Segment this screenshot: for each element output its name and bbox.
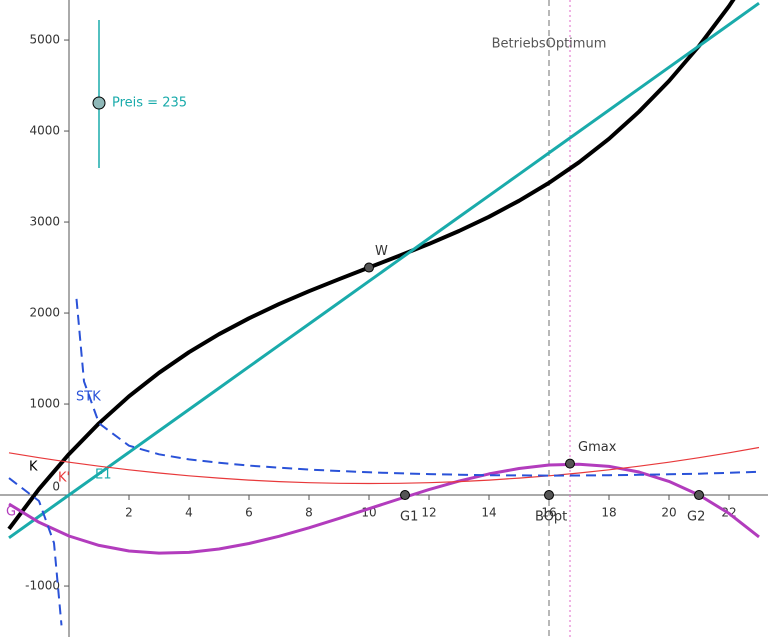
curve-label: K'	[58, 471, 70, 486]
point-label: BOpt	[535, 510, 567, 525]
x-tick-label: 12	[421, 506, 436, 520]
x-tick-label: 8	[305, 506, 313, 520]
curve	[8, 298, 760, 626]
curve-label: G	[6, 505, 16, 520]
y-tick-label: 4000	[29, 124, 60, 138]
y-tick-label: 3000	[29, 215, 60, 229]
y-tick-label: 0	[52, 480, 60, 494]
point	[544, 490, 554, 501]
point	[400, 490, 410, 501]
slider-handle[interactable]	[92, 96, 106, 110]
curve-label: STK	[76, 390, 101, 405]
x-tick-label: 18	[601, 506, 616, 520]
slider-label: Preis = 235	[112, 96, 187, 111]
point	[565, 458, 575, 469]
point	[364, 262, 374, 273]
curve-label: E1	[95, 468, 112, 483]
y-tick-label: 5000	[29, 33, 60, 47]
y-tick-label: 2000	[29, 306, 60, 320]
x-tick-label: 4	[185, 506, 193, 520]
curve-label: K	[29, 460, 38, 475]
point-label: G2	[687, 510, 705, 525]
curve	[8, 462, 760, 555]
point-label: G1	[400, 510, 418, 525]
point-label: Gmax	[578, 440, 617, 455]
x-tick-label: 6	[245, 506, 253, 520]
x-tick-label: 20	[661, 506, 676, 520]
curve	[8, 446, 760, 485]
curve	[8, 1, 760, 540]
x-tick-label: 2	[125, 506, 133, 520]
slider[interactable]: Preis = 235	[92, 20, 187, 168]
y-tick-label: 1000	[29, 397, 60, 411]
annotation: BetriebsOptimum	[492, 37, 607, 52]
point	[694, 490, 704, 501]
point-label: W	[375, 244, 388, 259]
curve	[7, 0, 736, 531]
x-tick-label: 14	[481, 506, 496, 520]
y-tick-label: -1000	[25, 579, 60, 593]
